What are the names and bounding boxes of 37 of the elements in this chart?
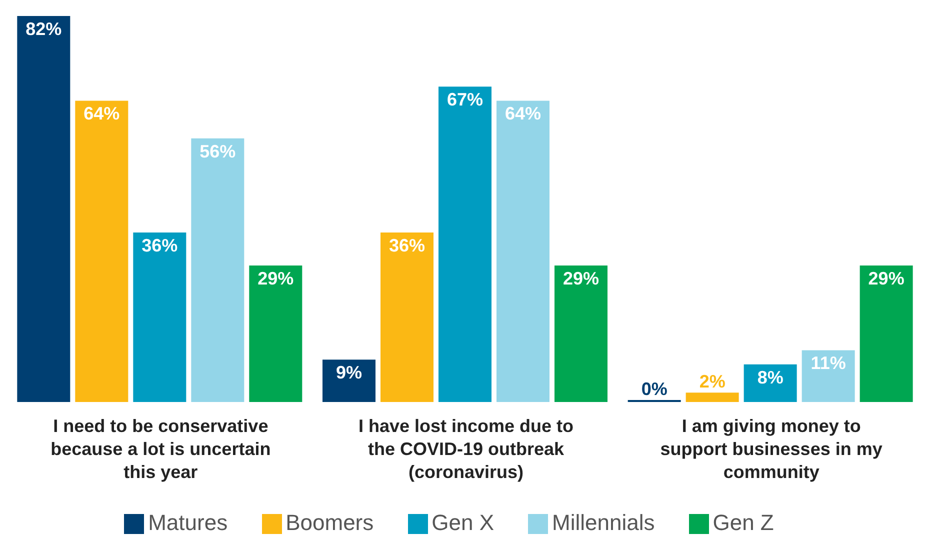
- bar: [496, 100, 550, 402]
- x-tick-label: I need to be conservative because a lot is uncertain this year: [50, 416, 271, 482]
- bar: [744, 364, 797, 402]
- data-label: 36%: [388, 236, 426, 256]
- legend-label: Matures: [148, 510, 228, 535]
- x-tick-label: I have lost income due to the COVID-19 outbreak (coronavirus): [358, 416, 574, 482]
- data-label: 11%: [810, 353, 846, 374]
- data-label: 0%: [641, 379, 668, 399]
- bar: [133, 232, 186, 402]
- data-label: 36%: [142, 236, 178, 256]
- data-label: 8%: [757, 367, 784, 388]
- data-label: 29%: [258, 268, 294, 288]
- bar: [380, 232, 434, 402]
- data-label: 2%: [699, 372, 726, 392]
- legend-label: Boomers: [286, 510, 374, 535]
- data-label: 64%: [84, 104, 120, 124]
- data-label: 29%: [868, 268, 904, 288]
- x-tick-label: I am giving money to support businesses in my community: [660, 416, 882, 482]
- bar: [554, 265, 608, 402]
- bar: [75, 100, 128, 402]
- bar: [802, 350, 855, 402]
- bar: [191, 138, 244, 402]
- bar: [249, 265, 302, 402]
- data-label: 56%: [200, 141, 236, 162]
- data-label: 64%: [504, 104, 542, 124]
- data-label: 29%: [562, 268, 600, 288]
- legend-label: Millennials: [552, 510, 655, 535]
- legend-label: Gen Z: [712, 510, 774, 535]
- bar: [322, 360, 376, 402]
- bar: [686, 392, 739, 402]
- data-label: 67%: [446, 90, 484, 110]
- bar: [860, 265, 913, 402]
- bar: [17, 16, 70, 402]
- bar: [438, 86, 492, 402]
- data-label: 82%: [26, 19, 62, 39]
- data-label: 9%: [336, 362, 362, 383]
- legend-label: Gen X: [432, 510, 494, 535]
